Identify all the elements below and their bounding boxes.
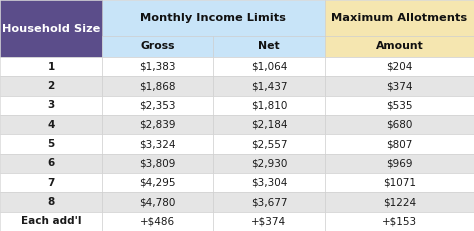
Text: $1,810: $1,810 bbox=[251, 100, 287, 110]
Bar bbox=[213, 212, 325, 231]
Bar bbox=[325, 0, 474, 36]
Bar bbox=[325, 134, 474, 154]
Bar bbox=[0, 134, 102, 154]
Text: Net: Net bbox=[258, 41, 280, 52]
Bar bbox=[0, 76, 102, 96]
Bar bbox=[102, 36, 213, 57]
Text: $1,437: $1,437 bbox=[251, 81, 287, 91]
Bar bbox=[325, 212, 474, 231]
Text: 7: 7 bbox=[47, 178, 55, 188]
Text: $680: $680 bbox=[386, 120, 412, 130]
Text: Maximum Allotments: Maximum Allotments bbox=[331, 13, 467, 23]
Text: 1: 1 bbox=[47, 62, 55, 72]
Text: $4,295: $4,295 bbox=[139, 178, 176, 188]
Text: +$153: +$153 bbox=[382, 216, 417, 226]
Text: $969: $969 bbox=[386, 158, 412, 168]
Text: $1,383: $1,383 bbox=[139, 62, 176, 72]
Text: $3,324: $3,324 bbox=[139, 139, 176, 149]
Text: Gross: Gross bbox=[140, 41, 175, 52]
Text: 3: 3 bbox=[47, 100, 55, 110]
Bar bbox=[102, 192, 213, 212]
Bar bbox=[213, 192, 325, 212]
Bar bbox=[325, 36, 474, 57]
Bar bbox=[102, 115, 213, 134]
Text: $204: $204 bbox=[386, 62, 412, 72]
Bar bbox=[0, 115, 102, 134]
Bar bbox=[325, 173, 474, 192]
Bar bbox=[213, 134, 325, 154]
Bar bbox=[102, 57, 213, 76]
Text: $2,353: $2,353 bbox=[139, 100, 176, 110]
Text: Amount: Amount bbox=[375, 41, 423, 52]
Bar bbox=[325, 76, 474, 96]
Bar bbox=[213, 154, 325, 173]
Text: $2,930: $2,930 bbox=[251, 158, 287, 168]
Text: Monthly Income Limits: Monthly Income Limits bbox=[140, 13, 286, 23]
Text: $3,809: $3,809 bbox=[139, 158, 176, 168]
Bar bbox=[213, 115, 325, 134]
Bar bbox=[102, 96, 213, 115]
Bar bbox=[325, 57, 474, 76]
Text: 6: 6 bbox=[47, 158, 55, 168]
Text: +$486: +$486 bbox=[140, 216, 175, 226]
Bar bbox=[102, 154, 213, 173]
Bar bbox=[325, 154, 474, 173]
Text: $1,064: $1,064 bbox=[251, 62, 287, 72]
Text: $2,557: $2,557 bbox=[251, 139, 287, 149]
Text: 4: 4 bbox=[47, 120, 55, 130]
Text: $535: $535 bbox=[386, 100, 412, 110]
Text: $1,868: $1,868 bbox=[139, 81, 176, 91]
Text: +$374: +$374 bbox=[251, 216, 287, 226]
Text: Each add'l: Each add'l bbox=[21, 216, 81, 226]
Bar bbox=[325, 115, 474, 134]
Bar bbox=[0, 57, 102, 76]
Bar bbox=[213, 76, 325, 96]
Bar bbox=[213, 173, 325, 192]
Bar bbox=[213, 36, 325, 57]
Text: $807: $807 bbox=[386, 139, 412, 149]
Bar bbox=[0, 192, 102, 212]
Text: 8: 8 bbox=[47, 197, 55, 207]
Bar bbox=[102, 173, 213, 192]
Text: $1071: $1071 bbox=[383, 178, 416, 188]
Text: $4,780: $4,780 bbox=[139, 197, 176, 207]
Text: $1224: $1224 bbox=[383, 197, 416, 207]
Text: 2: 2 bbox=[47, 81, 55, 91]
Text: 5: 5 bbox=[47, 139, 55, 149]
Bar bbox=[213, 96, 325, 115]
Bar bbox=[0, 212, 102, 231]
Bar bbox=[325, 192, 474, 212]
Text: $3,677: $3,677 bbox=[251, 197, 287, 207]
Bar bbox=[0, 173, 102, 192]
Bar bbox=[0, 96, 102, 115]
Text: $2,184: $2,184 bbox=[251, 120, 287, 130]
Bar bbox=[102, 212, 213, 231]
Text: $374: $374 bbox=[386, 81, 412, 91]
Bar bbox=[0, 154, 102, 173]
Bar bbox=[325, 96, 474, 115]
Bar bbox=[0, 0, 102, 57]
Bar bbox=[102, 76, 213, 96]
Bar bbox=[102, 134, 213, 154]
Text: $2,839: $2,839 bbox=[139, 120, 176, 130]
Text: $3,304: $3,304 bbox=[251, 178, 287, 188]
Bar bbox=[213, 57, 325, 76]
Bar bbox=[102, 0, 325, 36]
Text: Household Size: Household Size bbox=[2, 24, 100, 33]
